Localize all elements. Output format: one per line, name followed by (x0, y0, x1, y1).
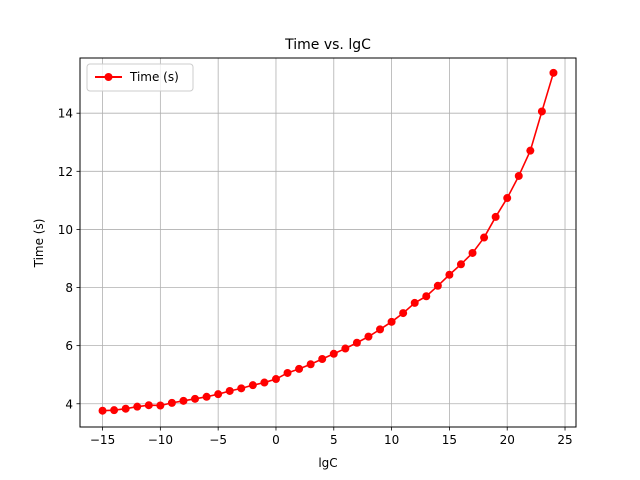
x-tick-label: 5 (330, 433, 338, 447)
data-point (306, 360, 315, 369)
x-tick-label: 10 (384, 433, 399, 447)
data-point (121, 404, 130, 413)
x-tick-label: 25 (557, 433, 572, 447)
y-tick-label: 8 (65, 281, 73, 295)
data-point (491, 212, 500, 221)
data-point (376, 325, 385, 334)
y-tick-label: 10 (58, 223, 73, 237)
data-point (341, 344, 350, 353)
data-point (295, 364, 304, 373)
data-point (352, 338, 361, 347)
data-point (456, 260, 465, 269)
data-point (549, 68, 558, 77)
data-point (260, 378, 269, 387)
data-point (422, 292, 431, 301)
data-point (179, 396, 188, 405)
legend: Time (s) (86, 63, 194, 92)
data-point (468, 248, 477, 257)
data-point (364, 332, 373, 341)
x-axis-label: lgC (318, 456, 337, 470)
data-point (318, 355, 327, 364)
data-point (248, 381, 257, 390)
data-point (133, 402, 142, 411)
data-point (110, 406, 119, 415)
data-point (271, 375, 280, 384)
y-tick-label: 4 (65, 397, 73, 411)
x-tick-label: −15 (90, 433, 115, 447)
x-tick-label: 20 (500, 433, 515, 447)
chart-title: Time vs. lgC (284, 37, 371, 53)
x-tick-label: −10 (148, 433, 173, 447)
data-point (98, 406, 107, 415)
data-point (537, 107, 546, 116)
series-line (102, 72, 555, 412)
series-time (98, 68, 558, 415)
data-point (480, 233, 489, 242)
y-tick-label: 12 (58, 165, 73, 179)
legend-marker-swatch (104, 73, 113, 81)
data-point (410, 298, 419, 307)
data-point (514, 171, 523, 180)
legend-box (86, 63, 194, 92)
data-point (329, 349, 338, 358)
data-point (225, 386, 234, 395)
data-point (445, 270, 454, 279)
data-point (156, 401, 165, 410)
data-point (526, 146, 535, 155)
data-point (144, 401, 153, 410)
legend-entry-time: Time (s) (129, 70, 179, 84)
x-tick-label: 15 (442, 433, 457, 447)
data-point (433, 281, 442, 290)
data-point (503, 194, 512, 203)
data-point (191, 394, 200, 403)
data-point (283, 368, 292, 377)
y-tick-label: 14 (58, 107, 73, 121)
x-tick-label: −5 (209, 433, 227, 447)
grid (80, 58, 576, 427)
data-point (202, 392, 211, 401)
data-point (167, 398, 176, 407)
axes-frame (79, 57, 577, 428)
y-axis-label: Time (s) (32, 219, 46, 269)
data-point (214, 390, 223, 399)
x-tick-label: 0 (272, 433, 280, 447)
ticks: −15 −10 −5 0 5 10 15 20 25 4 6 8 10 12 14 (58, 107, 573, 447)
data-point (237, 384, 246, 393)
y-tick-label: 6 (65, 339, 73, 353)
data-point (387, 317, 396, 326)
data-point (399, 309, 408, 318)
